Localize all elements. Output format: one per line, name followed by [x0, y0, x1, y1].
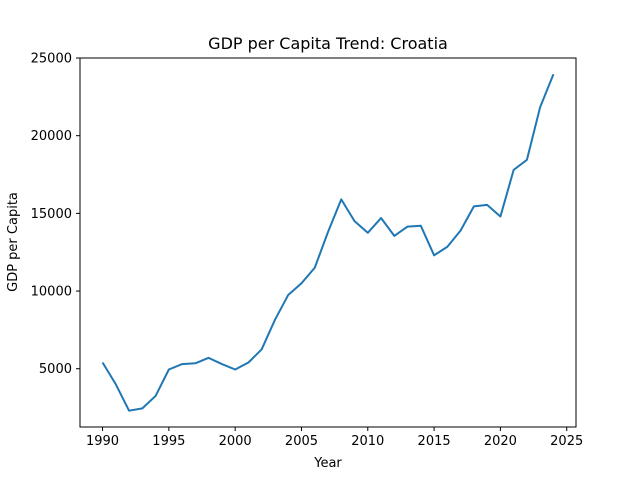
- y-tick-label: 25000: [31, 52, 72, 67]
- x-axis-label: Year: [313, 456, 342, 471]
- y-tick-label: 20000: [31, 129, 72, 144]
- x-tick-label: 2000: [219, 434, 252, 449]
- y-tick-label: 10000: [31, 285, 72, 300]
- y-tick-label: 15000: [31, 207, 72, 222]
- data-points: [103, 74, 554, 410]
- chart-title: GDP per Capita Trend: Croatia: [208, 34, 448, 53]
- x-axis-ticks: 1990 1995 2000 2005 2010 2015 2020 2025: [86, 427, 583, 449]
- plot-frame: [79, 57, 577, 428]
- x-tick-label: 2010: [351, 434, 384, 449]
- x-tick-label: 2015: [418, 434, 451, 449]
- y-axis-label: GDP per Capita: [6, 192, 21, 292]
- y-tick-label: 5000: [39, 362, 72, 377]
- x-tick-label: 2020: [484, 434, 517, 449]
- x-tick-label: 2025: [550, 434, 583, 449]
- x-tick-label: 1995: [152, 434, 185, 449]
- series-line: [101, 73, 555, 412]
- y-axis-ticks: 5000 10000 15000 20000 25000: [31, 52, 80, 377]
- x-tick-label: 1990: [86, 434, 119, 449]
- x-tick-label: 2005: [285, 434, 318, 449]
